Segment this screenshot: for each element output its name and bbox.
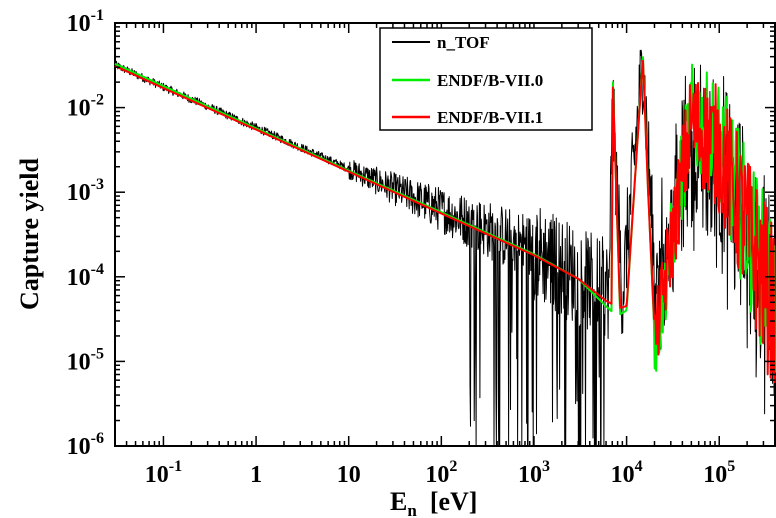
legend: n_TOF ENDF/B-VII.0 ENDF/B-VII.1 <box>379 27 593 131</box>
x-axis-title-rest: [eV] <box>417 487 478 516</box>
y-tick-label-base: 10 <box>67 180 91 206</box>
y-tick-label: 10-1 <box>67 7 104 37</box>
y-tick-label-exponent: -3 <box>91 176 104 193</box>
x-tick-label: 10-1 <box>145 458 182 488</box>
x-axis-title: En [eV] <box>390 487 477 518</box>
x-tick-label-exponent: -1 <box>169 458 182 475</box>
x-tick-label-base: 10 <box>703 462 727 488</box>
series-layer <box>114 49 776 447</box>
y-tick-label: 10-4 <box>67 261 104 291</box>
x-tick-label-base: 10 <box>611 462 635 488</box>
y-tick-label-exponent: -6 <box>91 430 104 447</box>
x-tick-label-base: 10 <box>145 462 169 488</box>
x-axis-title-subscript: n <box>407 501 417 518</box>
x-tick-label: 104 <box>611 458 643 488</box>
legend-label-n-tof: n_TOF <box>437 33 490 52</box>
x-tick-label-base: 1 <box>250 462 262 488</box>
x-tick-label: 102 <box>425 458 457 488</box>
y-tick-labels: 10-110-210-310-410-510-6 <box>67 7 104 460</box>
x-tick-label: 10 <box>337 462 361 488</box>
y-axis-title: Capture yield <box>15 158 44 310</box>
y-tick-label-base: 10 <box>67 265 91 291</box>
x-tick-label-base: 10 <box>337 462 361 488</box>
y-tick-label-exponent: -1 <box>91 7 104 24</box>
x-tick-label: 103 <box>518 458 550 488</box>
x-tick-label: 1 <box>250 462 262 488</box>
y-tick-label-base: 10 <box>67 349 91 375</box>
y-tick-label-base: 10 <box>67 11 91 37</box>
y-tick-label: 10-6 <box>67 430 104 460</box>
x-tick-label-base: 10 <box>518 462 542 488</box>
y-tick-label-base: 10 <box>67 434 91 460</box>
x-axis-title-main: E <box>390 487 407 516</box>
x-tick-label-exponent: 5 <box>727 458 735 475</box>
y-tick-label: 10-2 <box>67 92 104 122</box>
y-tick-label-exponent: -2 <box>91 92 104 109</box>
x-tick-label-exponent: 2 <box>449 458 457 475</box>
legend-label-endf-vii0: ENDF/B-VII.0 <box>437 71 543 90</box>
x-tick-label-base: 10 <box>425 462 449 488</box>
x-tick-label: 105 <box>703 458 735 488</box>
series-line-endf-b-vii-1 <box>114 59 776 384</box>
x-tick-labels: 10-1 1 10 102 103 104 105 <box>145 458 735 488</box>
series-line-endf-b-vii-0 <box>114 56 776 373</box>
plot-frame <box>114 22 776 447</box>
y-tick-label: 10-3 <box>67 176 104 206</box>
y-tick-label: 10-5 <box>67 345 104 375</box>
x-tick-label-exponent: 3 <box>542 458 550 475</box>
x-tick-label-exponent: 4 <box>635 458 643 475</box>
y-tick-label-exponent: -4 <box>91 261 104 278</box>
y-tick-label-exponent: -5 <box>91 345 104 362</box>
legend-label-endf-vii1: ENDF/B-VII.1 <box>437 108 543 127</box>
y-tick-label-base: 10 <box>67 96 91 122</box>
tick-layer <box>114 22 776 447</box>
